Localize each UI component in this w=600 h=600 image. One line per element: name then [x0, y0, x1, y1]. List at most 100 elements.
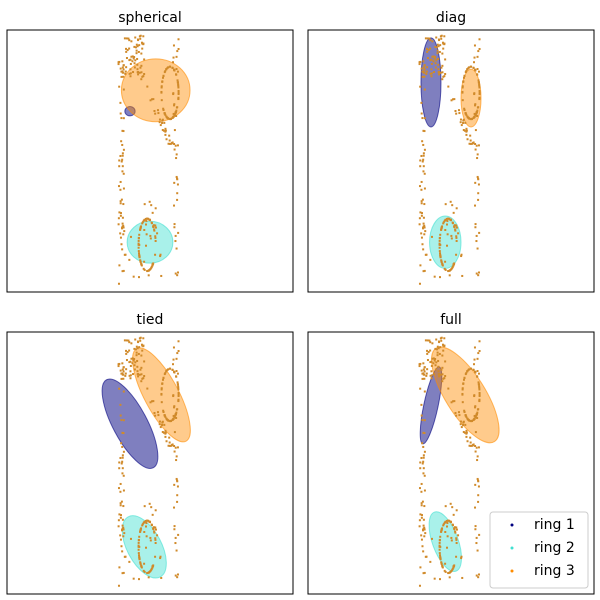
- data-point: [422, 445, 425, 448]
- data-point: [129, 58, 132, 61]
- data-point: [478, 86, 481, 89]
- legend-marker: [510, 523, 514, 527]
- data-point: [429, 258, 432, 261]
- data-point: [176, 479, 179, 482]
- data-point: [143, 360, 146, 363]
- data-point: [422, 225, 425, 228]
- data-point: [129, 537, 132, 540]
- data-point: [442, 523, 445, 526]
- data-point: [422, 66, 425, 69]
- data-point: [122, 571, 125, 574]
- data-point: [440, 336, 443, 339]
- data-point: [419, 264, 422, 267]
- data-point: [441, 263, 444, 266]
- data-point: [454, 229, 457, 232]
- data-point: [419, 60, 422, 63]
- data-point: [422, 368, 425, 371]
- data-point: [119, 236, 122, 239]
- data-point: [421, 462, 424, 465]
- data-point: [162, 378, 165, 381]
- ellipse-ring-2: [429, 215, 462, 269]
- data-point: [120, 377, 123, 380]
- data-point: [474, 415, 477, 418]
- data-point: [122, 203, 125, 206]
- data-point: [148, 200, 151, 203]
- data-point: [173, 506, 176, 509]
- data-point: [472, 66, 475, 69]
- data-point: [462, 421, 465, 424]
- data-point: [436, 351, 439, 354]
- data-point: [439, 243, 442, 246]
- data-point: [474, 223, 477, 226]
- data-point: [128, 361, 131, 364]
- data-point: [119, 403, 122, 406]
- data-point: [122, 373, 125, 376]
- data-point: [122, 390, 125, 393]
- data-point: [455, 207, 458, 210]
- data-point: [445, 217, 448, 220]
- data-point: [422, 270, 425, 273]
- data-point: [119, 202, 122, 205]
- data-point: [129, 360, 132, 363]
- data-point: [175, 153, 178, 156]
- data-point: [464, 423, 467, 426]
- data-point: [121, 460, 124, 463]
- data-point: [420, 456, 423, 459]
- data-point: [433, 359, 436, 362]
- data-point: [137, 341, 140, 344]
- ellipse-ring-3: [120, 58, 191, 123]
- data-point: [442, 221, 445, 224]
- data-point: [176, 106, 179, 109]
- data-point: [457, 232, 460, 235]
- data-point: [160, 99, 163, 102]
- data-point: [434, 368, 437, 371]
- data-point: [474, 406, 477, 409]
- data-point: [438, 39, 441, 42]
- data-point: [176, 192, 179, 195]
- data-point: [141, 377, 144, 380]
- data-point: [451, 400, 454, 403]
- data-point: [477, 79, 480, 82]
- data-point: [154, 528, 157, 531]
- data-point: [141, 222, 144, 225]
- data-point: [118, 264, 121, 267]
- data-point: [436, 49, 439, 52]
- data-point: [423, 117, 426, 120]
- data-point: [157, 112, 160, 115]
- data-point: [119, 502, 122, 505]
- data-point: [118, 362, 121, 365]
- data-point: [436, 43, 439, 46]
- data-point: [174, 446, 177, 449]
- data-point: [133, 66, 136, 69]
- data-point: [444, 360, 447, 363]
- data-point: [121, 572, 124, 575]
- data-point: [477, 106, 480, 109]
- data-point: [175, 370, 178, 373]
- data-point: [457, 411, 460, 414]
- data-point: [124, 374, 127, 377]
- data-point: [134, 59, 137, 62]
- data-point: [434, 45, 437, 48]
- data-point: [118, 513, 121, 516]
- data-point: [423, 172, 426, 175]
- data-point: [122, 71, 125, 74]
- data-point: [428, 37, 431, 40]
- data-point: [423, 203, 426, 206]
- data-point: [452, 211, 455, 214]
- data-point: [430, 537, 433, 540]
- data-point: [426, 66, 429, 69]
- data-point: [132, 57, 135, 60]
- data-point: [125, 57, 128, 60]
- data-point: [151, 211, 154, 214]
- data-point: [144, 223, 147, 226]
- data-point: [164, 431, 167, 434]
- data-point: [158, 118, 161, 121]
- data-point: [436, 52, 439, 55]
- data-point: [140, 264, 143, 267]
- data-point: [446, 546, 449, 549]
- data-point: [122, 489, 125, 492]
- data-point: [121, 524, 124, 527]
- data-point: [145, 522, 148, 525]
- data-point: [162, 431, 165, 434]
- data-point: [149, 569, 152, 572]
